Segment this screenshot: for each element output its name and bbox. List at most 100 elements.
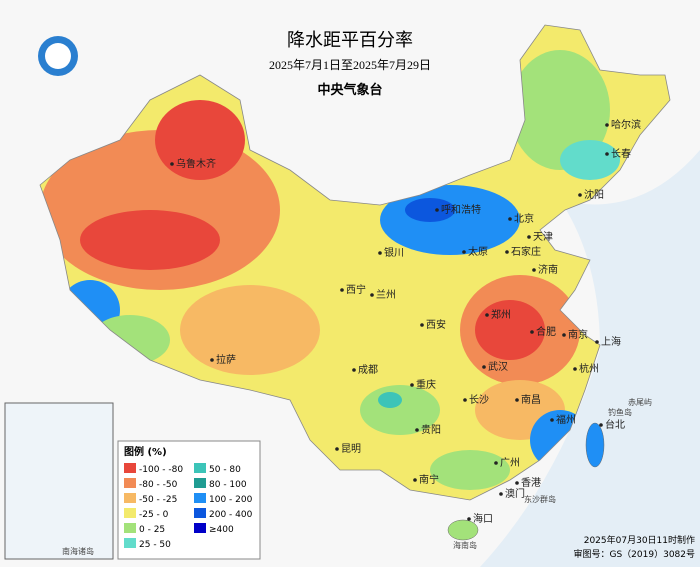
legend-label: ≥400: [209, 525, 234, 535]
city-label: 北京: [514, 212, 534, 225]
city-label: 兰州: [376, 288, 396, 301]
hainan: [447, 519, 479, 541]
city-label: 拉萨: [216, 353, 236, 366]
island-label: 赤尾屿: [628, 398, 652, 407]
city-label: 重庆: [416, 378, 436, 391]
footer-made: 2025年07月30日11时制作: [584, 534, 695, 546]
island-label: 东沙群岛: [524, 494, 556, 504]
city-dot: [527, 235, 531, 239]
city-label: 银川: [384, 246, 404, 259]
island-label: 钓鱼岛: [608, 407, 632, 417]
taiwan: [585, 422, 605, 468]
city-dot: [550, 418, 554, 422]
city-label: 南京: [568, 328, 588, 341]
legend-swatch: [194, 493, 206, 503]
city-label: 长春: [611, 148, 631, 160]
legend-label: -100 - -80: [139, 465, 183, 475]
city-dot: [573, 367, 577, 371]
city-dot: [578, 193, 582, 197]
legend-swatch: [194, 478, 206, 488]
city-label: 海口: [473, 512, 493, 525]
city-dot: [352, 368, 356, 372]
legend-label: -25 - 0: [139, 510, 169, 520]
city-label: 西安: [426, 318, 446, 331]
city-dot: [340, 288, 344, 292]
legend-label: 50 - 80: [209, 465, 241, 475]
city-dot: [413, 478, 417, 482]
city-label: 呼和浩特: [441, 204, 481, 216]
city-label: 武汉: [488, 360, 508, 373]
city-dot: [435, 208, 439, 212]
city-label: 石家庄: [511, 245, 541, 258]
city-dot: [515, 398, 519, 402]
city-dot: [415, 428, 419, 432]
legend-swatch: [194, 508, 206, 518]
city-label: 乌鲁木齐: [176, 157, 216, 170]
title: 降水距平百分率: [287, 30, 413, 51]
city-dot: [562, 333, 566, 337]
city-dot: [605, 123, 609, 127]
legend-label: 25 - 50: [139, 540, 171, 550]
inset-frame: [4, 402, 114, 560]
city-dot: [530, 330, 534, 334]
city-label: 成都: [358, 364, 378, 376]
legend-swatch: [124, 508, 136, 518]
city-label: 长沙: [469, 394, 489, 406]
city-label: 香港: [521, 477, 541, 489]
legend-swatch: [124, 493, 136, 503]
agency: 中央气象台: [317, 82, 382, 98]
city-dot: [370, 293, 374, 297]
legend-swatch: [124, 463, 136, 473]
city-dot: [515, 481, 519, 485]
sea: [480, 150, 700, 567]
city-dot: [482, 365, 486, 369]
city-dot: [505, 250, 509, 254]
legend-swatch: [124, 523, 136, 533]
city-label: 昆明: [341, 443, 361, 455]
legend-label: -80 - -50: [139, 480, 178, 490]
city-dot: [170, 162, 174, 166]
city-label: 济南: [538, 263, 558, 276]
city-label: 太原: [468, 245, 488, 258]
city-label: 西宁: [346, 283, 366, 296]
city-label: 合肥: [536, 325, 556, 338]
city-dot: [420, 323, 424, 327]
legend-label: 100 - 200: [209, 495, 253, 505]
city-label: 上海: [601, 335, 621, 348]
city-label: 台北: [605, 418, 625, 431]
legend-swatch: [124, 478, 136, 488]
legend-label: 200 - 400: [209, 510, 253, 520]
legend-swatch: [194, 523, 206, 533]
city-dot: [463, 398, 467, 402]
legend-title: 图例 (%): [124, 445, 167, 458]
city-label: 南宁: [419, 473, 439, 486]
island-label: 南海诸岛: [62, 546, 94, 556]
city-label: 南昌: [521, 393, 541, 406]
city-label: 贵阳: [421, 423, 441, 436]
city-dot: [462, 250, 466, 254]
city-dot: [378, 251, 382, 255]
city-dot: [595, 340, 599, 344]
legend-label: 80 - 100: [209, 480, 247, 490]
city-dot: [599, 423, 603, 427]
legend: 图例 (%) -100 - -80 -80 - -50 -50 - -25 -25 -…: [117, 440, 261, 560]
city-label: 广州: [500, 457, 520, 469]
city-label: 天津: [533, 231, 553, 243]
island-label: 海南岛: [453, 540, 477, 550]
city-dot: [410, 383, 414, 387]
subtitle: 2025年7月1日至2025年7月29日: [269, 58, 431, 72]
legend-swatch: [194, 463, 206, 473]
city-label: 沈阳: [584, 188, 604, 201]
legend-label: -50 - -25: [139, 495, 177, 505]
legend-label: 0 - 25: [139, 525, 165, 535]
city-dot: [499, 492, 503, 496]
footer-approval: 审图号：GS（2019）3082号: [574, 548, 696, 560]
city-dot: [494, 461, 498, 465]
city-label: 郑州: [491, 308, 511, 321]
city-label: 福州: [556, 413, 576, 426]
city-dot: [210, 358, 214, 362]
city-dot: [335, 447, 339, 451]
city-dot: [467, 517, 471, 521]
